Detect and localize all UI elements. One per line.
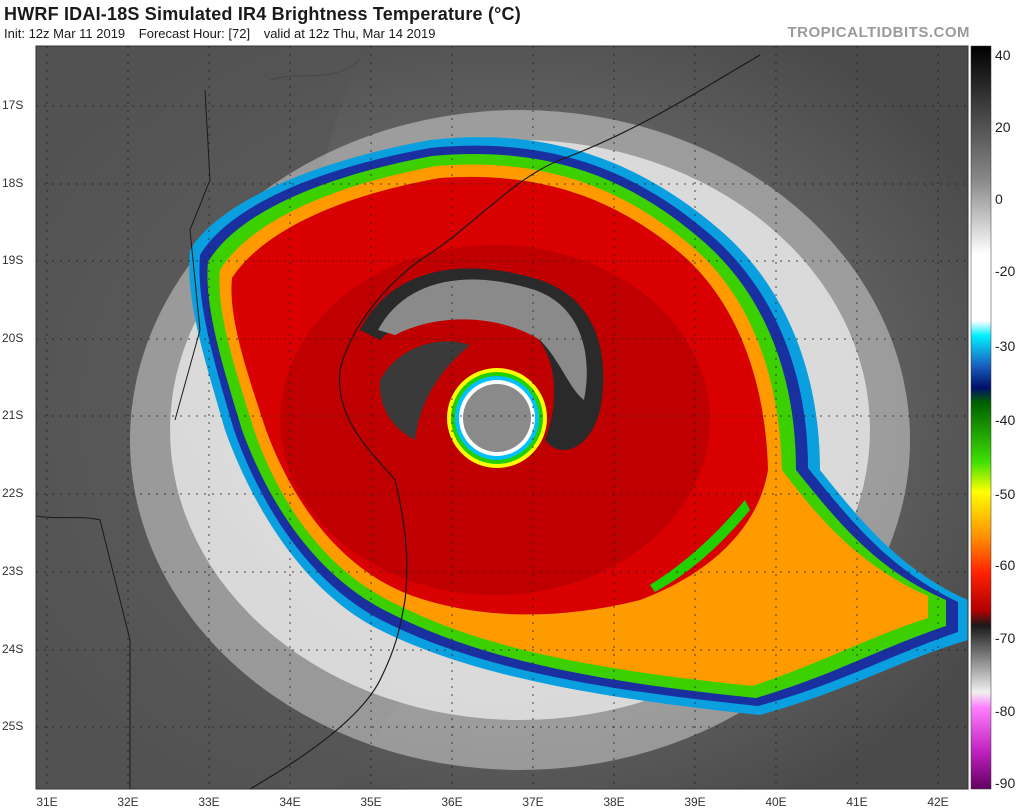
colorbar-label: -20 <box>995 263 1016 279</box>
lon-label: 41E <box>846 795 868 809</box>
colorbar-label: 20 <box>995 119 1011 135</box>
lon-label: 37E <box>522 795 544 809</box>
lat-label: 25S <box>2 719 24 733</box>
valid-time: valid at 12z Thu, Mar 14 2019 <box>263 26 436 41</box>
lon-label: 40E <box>765 795 787 809</box>
lon-label: 33E <box>198 795 220 809</box>
run-info: Init: 12z Mar 11 2019 Forecast Hour: [72… <box>4 26 445 41</box>
lon-label: 34E <box>279 795 301 809</box>
colorbar-label: -60 <box>995 557 1016 573</box>
lat-label: 19S <box>2 253 24 267</box>
lon-label: 31E <box>36 795 58 809</box>
colorbar-label: -40 <box>995 412 1016 428</box>
lat-label: 21S <box>2 408 24 422</box>
lat-label: 24S <box>2 642 24 656</box>
colorbar-label: 0 <box>995 191 1003 207</box>
lon-label: 39E <box>684 795 706 809</box>
lat-label: 18S <box>2 176 24 190</box>
colorbar-label: 40 <box>995 47 1011 63</box>
colorbar <box>970 45 992 790</box>
lon-label: 36E <box>441 795 463 809</box>
init-time: Init: 12z Mar 11 2019 <box>4 26 126 41</box>
lat-label: 17S <box>2 98 24 112</box>
colorbar-label: -90 <box>995 775 1016 791</box>
colorbar-label: -70 <box>995 630 1016 646</box>
graticule <box>36 46 968 789</box>
lat-label: 23S <box>2 564 24 578</box>
ir-imagery <box>36 46 968 789</box>
brand-watermark: TROPICALTIDBITS.COM <box>787 24 970 41</box>
lon-label: 35E <box>360 795 382 809</box>
lon-label: 38E <box>603 795 625 809</box>
chart-title: HWRF IDAI-18S Simulated IR4 Brightness T… <box>4 4 521 24</box>
forecast-hour: Forecast Hour: [72] <box>138 26 251 41</box>
lon-label: 32E <box>117 795 139 809</box>
colorbar-label: -50 <box>995 486 1016 502</box>
lat-label: 22S <box>2 486 24 500</box>
colorbar-label: -30 <box>995 338 1016 354</box>
colorbar-label: -80 <box>995 703 1016 719</box>
lon-label: 42E <box>927 795 949 809</box>
lat-label: 20S <box>2 331 24 345</box>
